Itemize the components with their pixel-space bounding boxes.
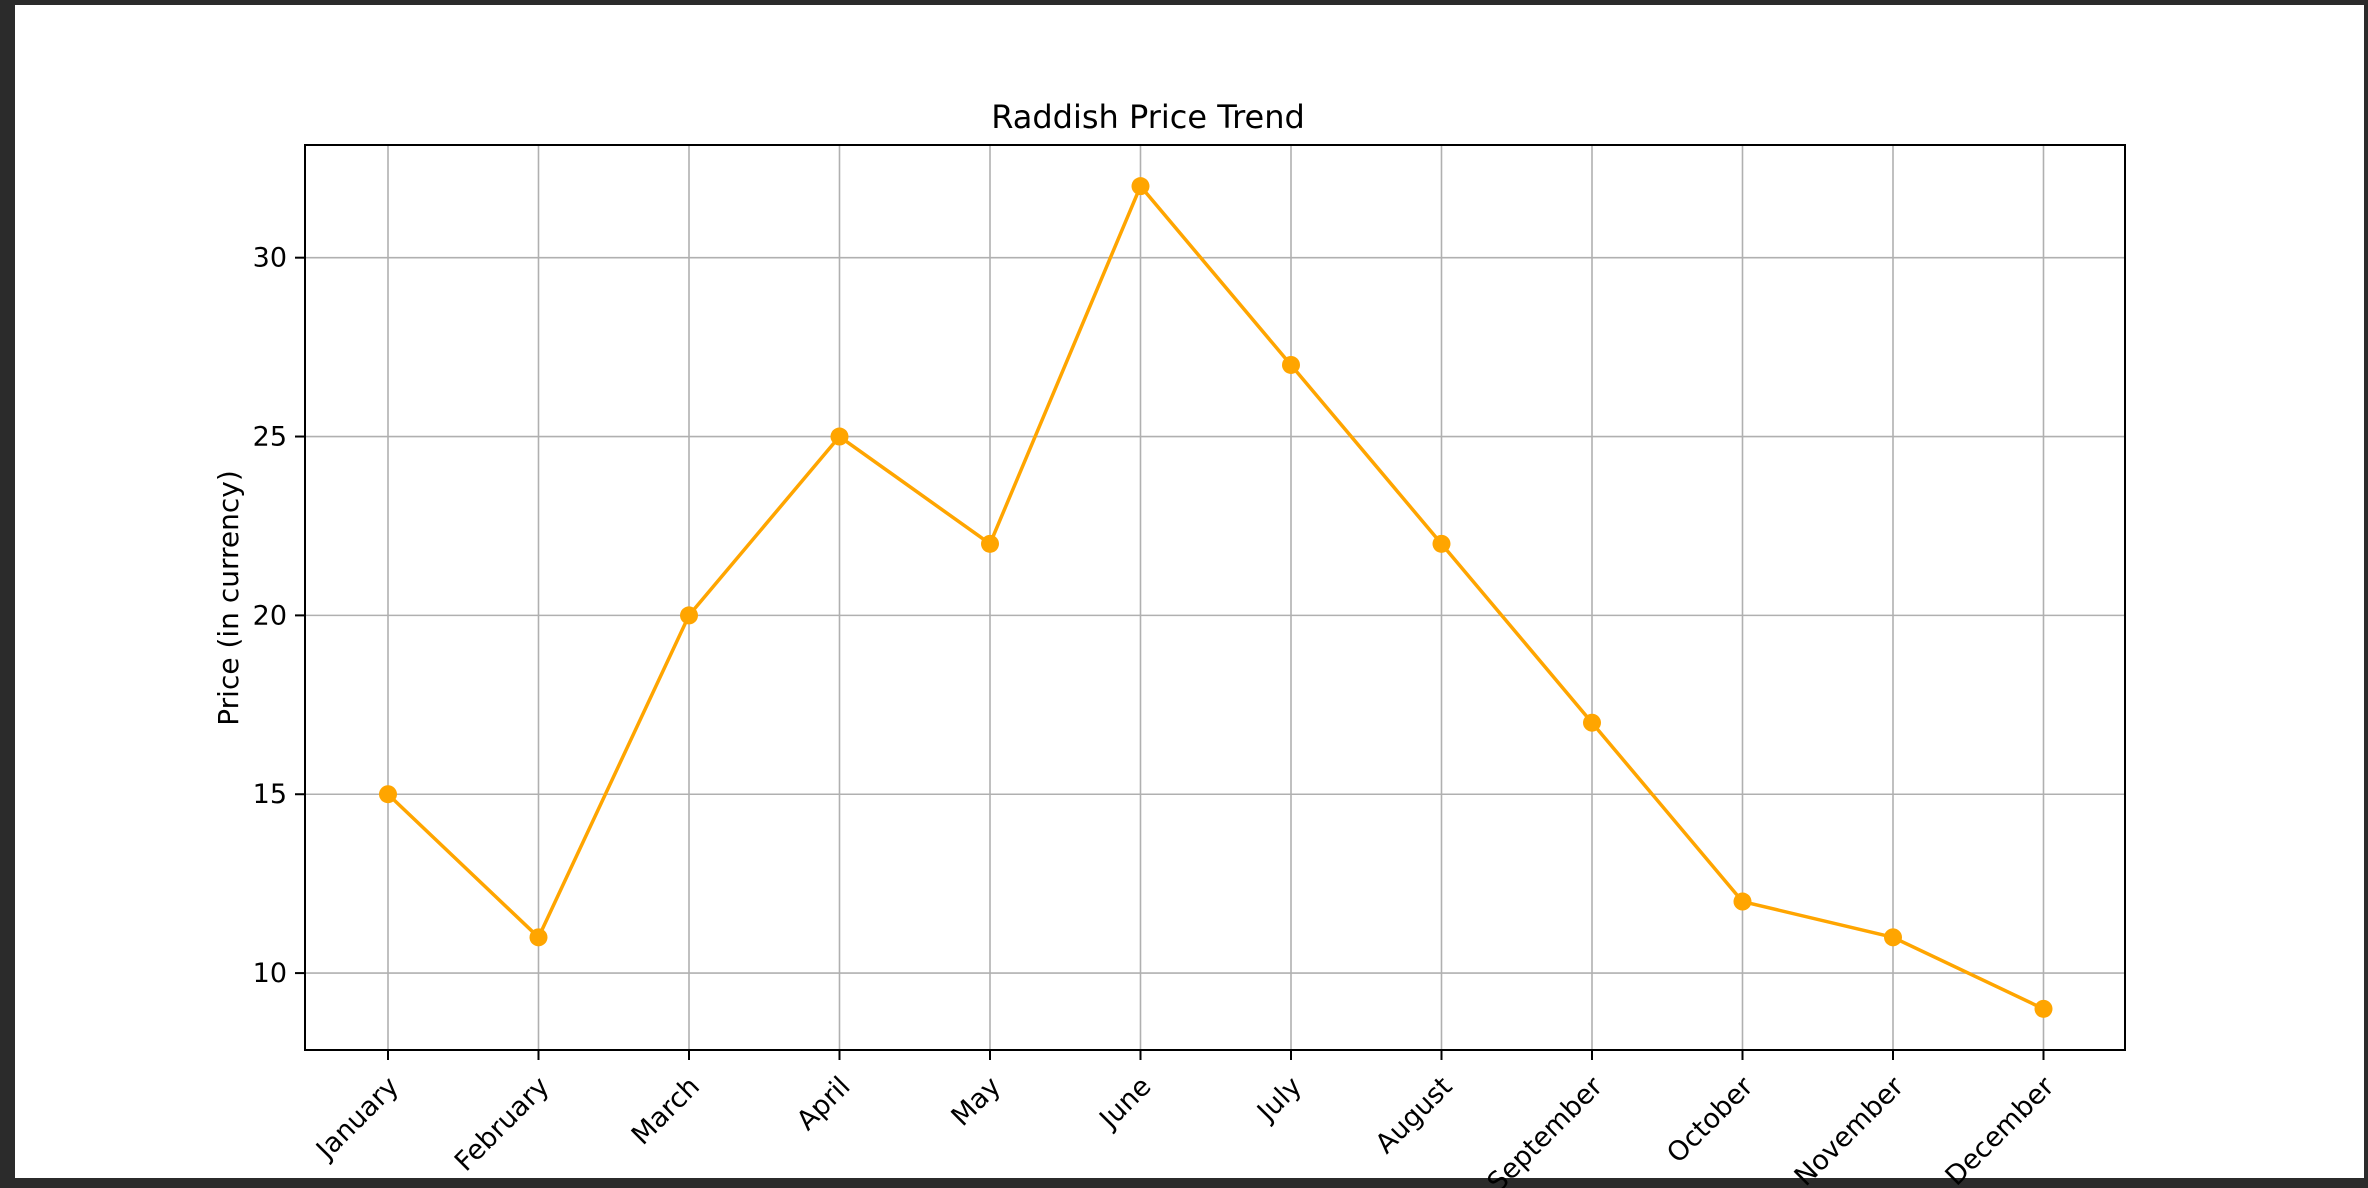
- y-tick-label: 20: [253, 600, 287, 631]
- data-point: [1884, 928, 1902, 947]
- figure-background: [15, 5, 2364, 1178]
- y-tick-label: 15: [253, 779, 287, 810]
- y-axis-label: Price (in currency): [212, 470, 245, 725]
- y-axis: 10 15 20 25 30: [253, 243, 305, 989]
- x-axis: January February March April May June July Augu…: [309, 1050, 2061, 1188]
- data-point: [2034, 999, 2053, 1018]
- x-tick-label: August: [1370, 1071, 1459, 1160]
- data-point: [1282, 355, 1300, 374]
- x-tick-label: January: [309, 1071, 405, 1167]
- data-point: [830, 427, 849, 446]
- x-tick-label: February: [449, 1071, 556, 1178]
- data-point: [1131, 177, 1150, 196]
- x-tick-label: September: [1481, 1070, 1609, 1188]
- series: [379, 177, 2053, 1018]
- y-tick-label: 10: [253, 958, 287, 989]
- y-tick-label: 30: [253, 243, 287, 274]
- x-tick-label: June: [1093, 1071, 1158, 1136]
- data-point: [680, 606, 698, 625]
- x-tick-label: May: [946, 1071, 1007, 1132]
- data-point: [981, 534, 999, 553]
- data-point: [379, 785, 397, 804]
- y-tick-label: 25: [253, 422, 287, 453]
- plot-area-frame: [304, 144, 2126, 1051]
- series-line: [386, 184, 2045, 1011]
- data-point: [1432, 534, 1451, 553]
- chart-title: Raddish Price Trend: [991, 98, 1305, 136]
- x-tick-label: July: [1250, 1071, 1308, 1129]
- x-tick-label: April: [791, 1071, 857, 1137]
- x-tick-label: March: [626, 1071, 706, 1151]
- grid: [305, 145, 2125, 1050]
- data-point: [1733, 892, 1752, 911]
- data-point: [529, 928, 548, 947]
- data-point: [1583, 713, 1601, 732]
- x-tick-label: October: [1661, 1070, 1760, 1169]
- x-tick-label: November: [1789, 1070, 1911, 1188]
- x-tick-label: December: [1940, 1070, 2062, 1188]
